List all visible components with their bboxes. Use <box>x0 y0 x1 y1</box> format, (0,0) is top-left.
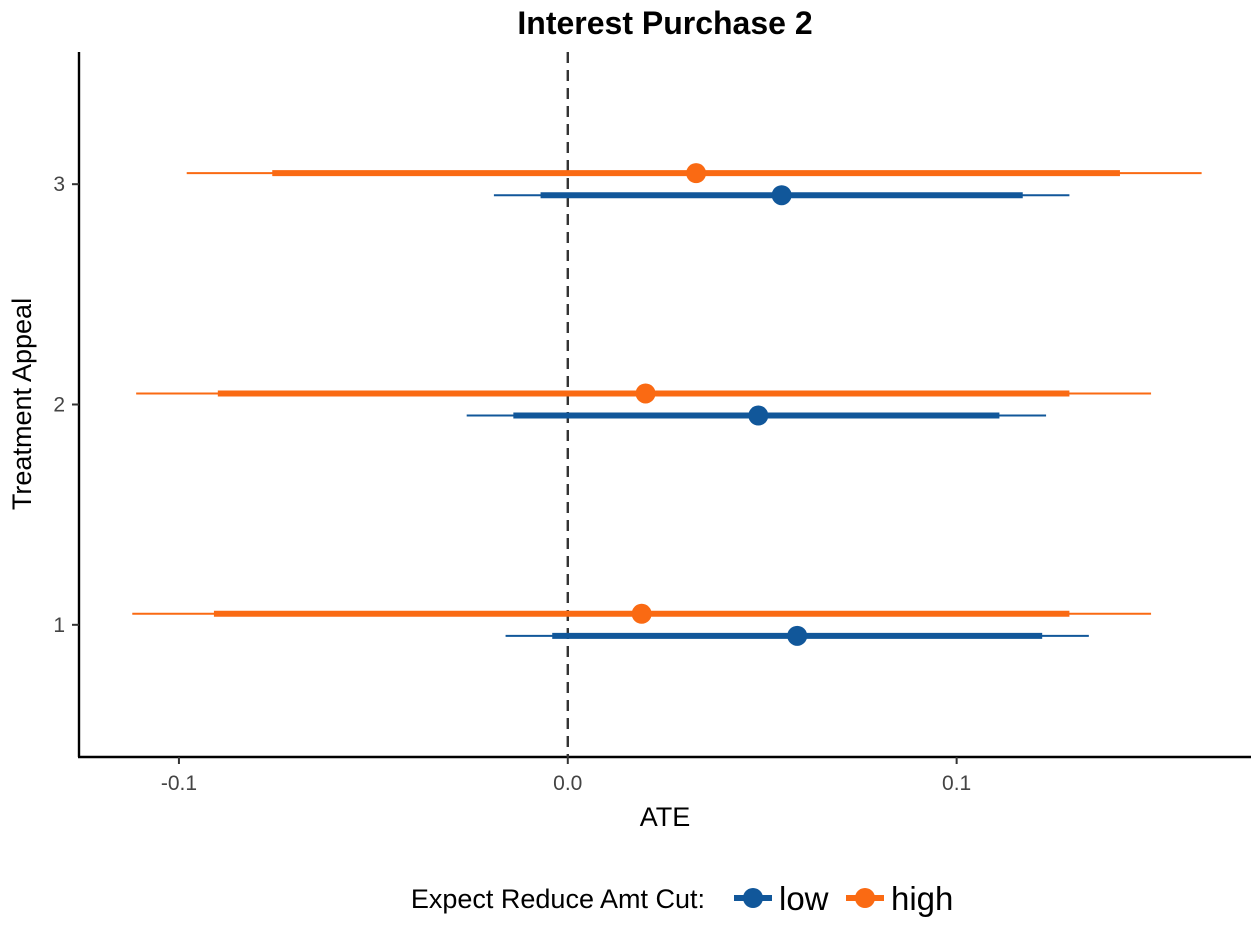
point-low-3 <box>771 185 792 206</box>
point-high-1 <box>631 603 652 624</box>
legend-items: low high <box>734 880 953 917</box>
legend-label-high: high <box>891 880 953 917</box>
legend: Expect Reduce Amt Cut: low high <box>411 880 954 917</box>
y-axis-title: Treatment Appeal <box>7 298 37 510</box>
legend-title: Expect Reduce Amt Cut: <box>411 884 705 914</box>
legend-key-point-low <box>743 888 763 908</box>
point-low-1 <box>787 625 808 646</box>
y-ticks: 1 2 3 <box>53 173 79 637</box>
y-tick-label: 3 <box>53 173 65 196</box>
chart-title: Interest Purchase 2 <box>517 5 812 41</box>
x-tick-label: 0.1 <box>942 772 971 795</box>
x-tick-label: -0.1 <box>161 772 197 795</box>
point-high-3 <box>686 163 707 184</box>
x-tick-label: 0.0 <box>553 772 582 795</box>
estimate-marks <box>132 163 1202 646</box>
x-axis-title: ATE <box>640 802 691 832</box>
legend-label-low: low <box>779 880 829 917</box>
legend-key-point-high <box>855 888 875 908</box>
y-tick-label: 1 <box>53 614 65 637</box>
point-low-2 <box>748 405 769 426</box>
x-ticks: -0.1 0.0 0.1 <box>161 757 971 795</box>
point-high-2 <box>635 383 656 404</box>
y-tick-label: 2 <box>53 394 65 417</box>
